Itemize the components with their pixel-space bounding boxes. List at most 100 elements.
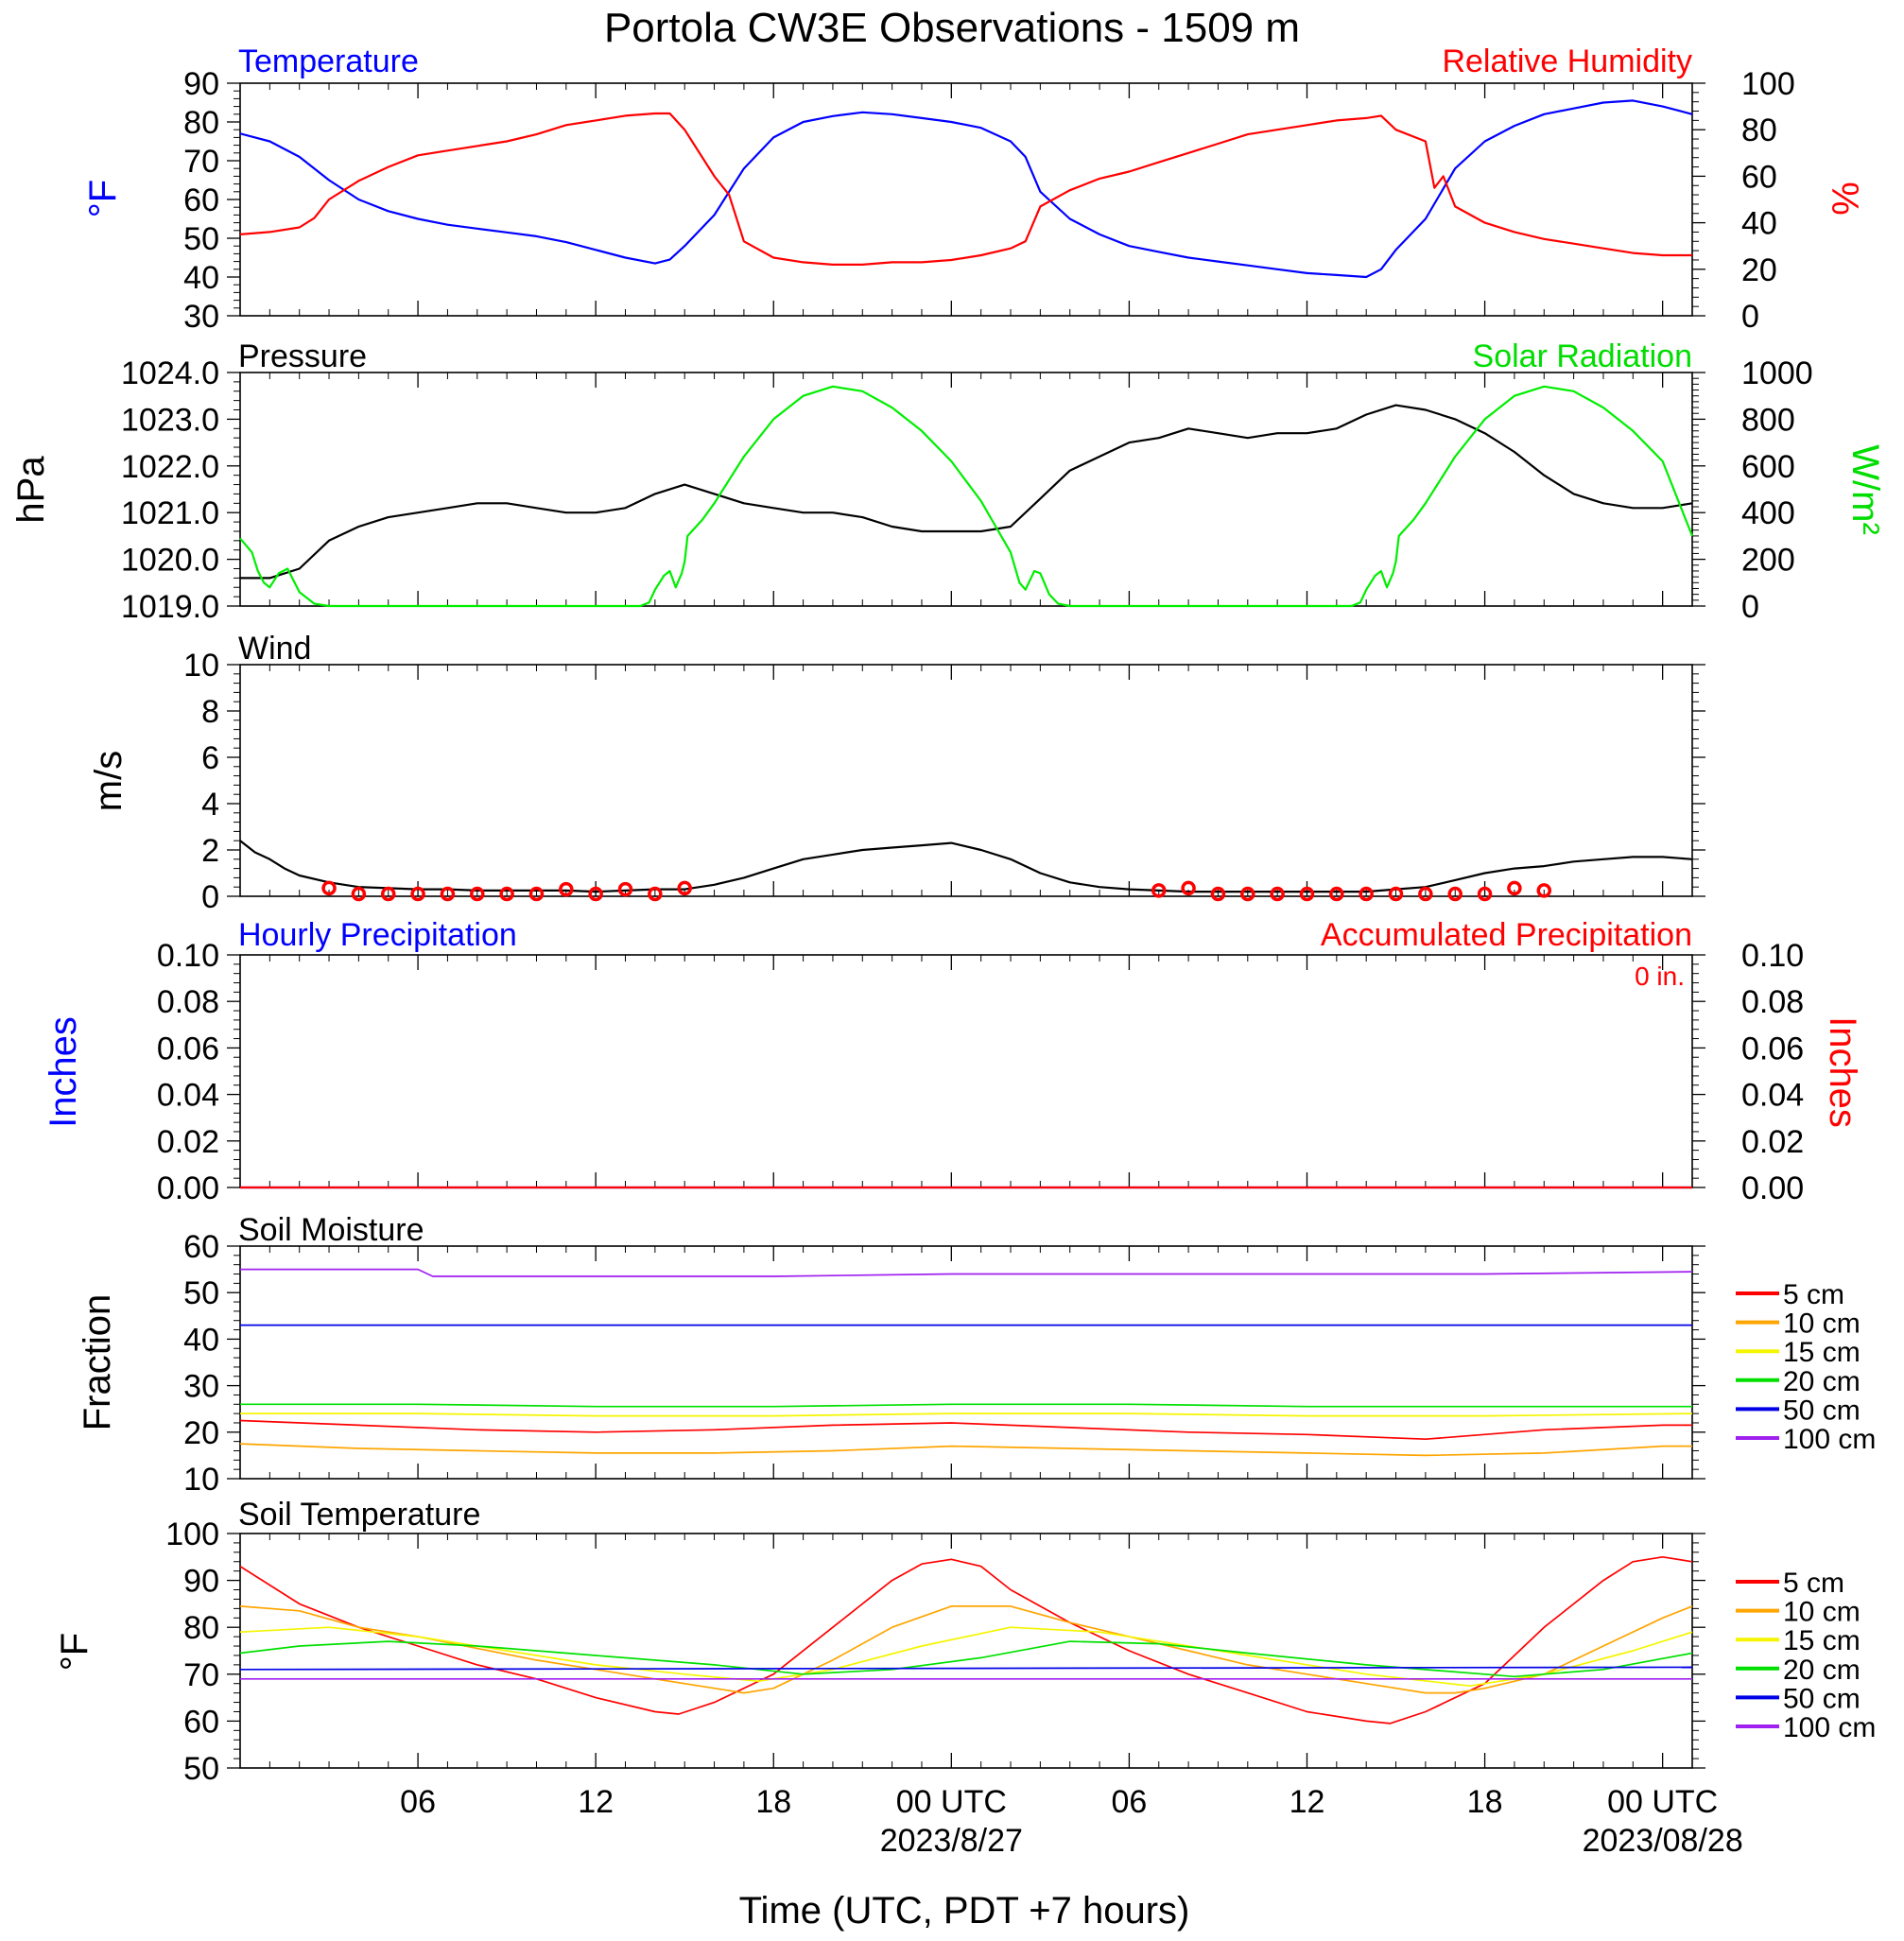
y-tick-label: 90 xyxy=(183,66,219,102)
legend-label: 20 cm xyxy=(1783,1366,1861,1397)
y2-tick-label: 0.06 xyxy=(1741,1031,1804,1066)
y-tick-label: 2 xyxy=(201,833,219,869)
series-temperature-line xyxy=(239,99,1693,279)
series-50-cm-line xyxy=(239,1666,1693,1671)
calm-wind-marker xyxy=(1210,886,1226,902)
y2-tick-label: 80 xyxy=(1741,113,1777,148)
accum-precip-title: Accumulated Precipitation xyxy=(1321,917,1692,953)
calm-wind-marker xyxy=(499,886,514,902)
soil-moisture-title: Soil Moisture xyxy=(238,1212,424,1248)
y-tick-label: 90 xyxy=(183,1564,219,1600)
temperature-title: Temperature xyxy=(238,43,419,79)
accum-total-label: 0 in. xyxy=(1635,962,1685,991)
y2-tick-label: 0 xyxy=(1741,299,1759,335)
y-tick-label: 1023.0 xyxy=(121,402,219,438)
soil-temp-plot: 50 60 70 80 90 100 xyxy=(165,1516,1705,1787)
calm-wind-marker xyxy=(1181,880,1196,896)
x-tick-label: 18 xyxy=(755,1784,791,1820)
calm-wind-marker xyxy=(321,880,337,896)
x-tick-label: 00 UTC xyxy=(1607,1784,1718,1820)
calm-wind-marker xyxy=(1536,883,1552,898)
wind-title: Wind xyxy=(238,631,311,667)
series-wind-line xyxy=(239,840,1693,893)
y2-tick-label: 200 xyxy=(1741,543,1795,579)
wind-panel: Wind m/s 0 2 4 6 8 10 xyxy=(88,631,1705,915)
calm-wind-marker xyxy=(528,886,545,902)
y-tick-label: 80 xyxy=(183,1610,219,1646)
y-tick-label: 20 xyxy=(183,1415,219,1451)
y-tick-label: 60 xyxy=(183,182,219,218)
series-solar-radiation-line xyxy=(239,385,1694,608)
legend-label: 10 cm xyxy=(1783,1308,1861,1340)
y2-tick-label: 0 xyxy=(1741,589,1759,625)
calm-wind-marker xyxy=(1359,886,1374,902)
calm-wind-marker xyxy=(1418,886,1433,902)
hourly-precip-unit: Inches xyxy=(43,1016,84,1128)
calm-wind-marker xyxy=(410,886,425,902)
y2-tick-label: 60 xyxy=(1741,159,1777,195)
calm-wind-marker xyxy=(677,880,692,896)
pressure-plot: 1019.0 1020.0 1021.0 1022.0 1023.0 1024.0 0 200… xyxy=(121,355,1813,625)
soil-moisture-panel: Soil Moisture Fraction 10 20 30 40 50 60 5 cm… xyxy=(77,1212,1876,1498)
calm-wind-marker xyxy=(1151,883,1167,898)
x-tick-label: 06 xyxy=(400,1784,436,1820)
y-tick-label: 1024.0 xyxy=(121,355,219,391)
series-pressure-line xyxy=(240,404,1693,580)
calm-wind-marker xyxy=(351,886,367,902)
y2-tick-label: 0.10 xyxy=(1741,938,1804,974)
calm-wind-marker xyxy=(588,886,603,902)
series-15-cm-line xyxy=(239,1626,1693,1688)
calm-wind-marker xyxy=(559,881,574,897)
x-tick-label: 00 UTC xyxy=(896,1784,1007,1820)
soil-moisture-unit: Fraction xyxy=(77,1294,118,1431)
soil-temp-title: Soil Temperature xyxy=(238,1497,480,1533)
plot-frame xyxy=(239,82,1693,317)
humidity-title: Relative Humidity xyxy=(1442,43,1692,79)
y-tick-label: 1022.0 xyxy=(121,449,219,485)
legend-label: 100 cm xyxy=(1783,1712,1876,1743)
legend-label: 5 cm xyxy=(1783,1568,1844,1599)
y-tick-label: 10 xyxy=(183,1462,219,1498)
legend-label: 10 cm xyxy=(1783,1597,1861,1628)
y2-tick-label: 800 xyxy=(1741,402,1795,438)
y-tick-label: 30 xyxy=(183,1369,219,1405)
plot-frame xyxy=(239,664,1693,897)
series-20-cm-line xyxy=(239,1640,1693,1678)
y-tick-label: 1020.0 xyxy=(121,543,219,579)
y-tick-label: 0.10 xyxy=(157,938,219,974)
y-tick-label: 10 xyxy=(183,648,219,684)
pressure-panel: Pressure Solar Radiation hPa W/m² 1019.0… xyxy=(10,338,1886,625)
calm-wind-marker xyxy=(648,886,663,902)
calm-wind-marker xyxy=(1477,886,1493,902)
legend-label: 20 cm xyxy=(1783,1655,1861,1686)
y-tick-label: 50 xyxy=(183,1751,219,1787)
y-tick-label: 0.02 xyxy=(157,1124,219,1160)
y-tick-label: 40 xyxy=(183,1322,219,1358)
x-date-label: 2023/08/28 xyxy=(1583,1823,1743,1859)
series-100-cm-line xyxy=(240,1268,1693,1277)
series-10-cm-line xyxy=(239,1605,1693,1694)
calm-wind-marker xyxy=(617,881,633,897)
legend-label: 50 cm xyxy=(1783,1395,1861,1426)
series-relative-humidity-line xyxy=(239,112,1692,266)
series-10-cm-line xyxy=(239,1443,1692,1457)
y-tick-label: 40 xyxy=(183,260,219,296)
x-date-label: 2023/8/27 xyxy=(880,1823,1023,1859)
calm-wind-marker xyxy=(1329,886,1344,902)
y-tick-label: 50 xyxy=(183,1275,219,1311)
series-5-cm-line xyxy=(239,1555,1693,1724)
y-tick-label: 8 xyxy=(201,694,219,730)
y-tick-label: 6 xyxy=(201,740,219,776)
y2-tick-label: 0.08 xyxy=(1741,984,1804,1020)
x-tick-label: 18 xyxy=(1467,1784,1503,1820)
wind-plot: 0 2 4 6 8 10 xyxy=(183,648,1705,915)
soil-moisture-plot: 10 20 30 40 50 60 xyxy=(183,1229,1705,1498)
y-tick-label: 0.00 xyxy=(157,1170,219,1206)
y2-tick-label: 100 xyxy=(1741,66,1795,102)
calm-wind-marker xyxy=(440,886,456,902)
calm-wind-marker xyxy=(1388,886,1404,902)
temp-rh-panel: Temperature Relative Humidity °F % 30405… xyxy=(82,43,1865,335)
y2-tick-label: 40 xyxy=(1741,206,1777,242)
